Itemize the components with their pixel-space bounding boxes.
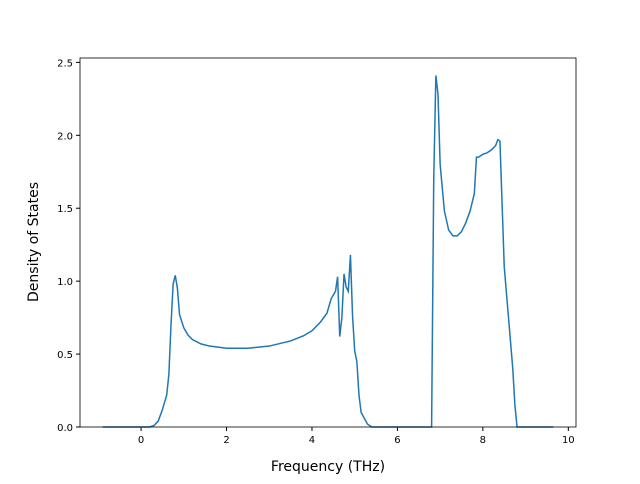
y-axis-label: Density of States xyxy=(26,182,42,302)
y-tick-label: 1.0 xyxy=(57,277,73,288)
data-line xyxy=(102,75,554,428)
x-tick-label: 6 xyxy=(394,435,400,446)
x-tick-label: 4 xyxy=(309,435,315,446)
y-tick-label: 2.5 xyxy=(57,58,73,69)
x-tick-label: 10 xyxy=(562,435,575,446)
y-tick-label: 2.0 xyxy=(57,131,73,142)
x-tick-label: 8 xyxy=(480,435,486,446)
y-tick-label: 1.5 xyxy=(57,204,73,215)
x-tick-label: 0 xyxy=(138,435,144,446)
plot-frame xyxy=(79,57,577,428)
x-tick-label: 2 xyxy=(223,435,229,446)
y-tick-label: 0.5 xyxy=(57,350,73,361)
y-tick-label: 0.0 xyxy=(57,423,73,434)
x-axis-label: Frequency (THz) xyxy=(271,459,385,475)
